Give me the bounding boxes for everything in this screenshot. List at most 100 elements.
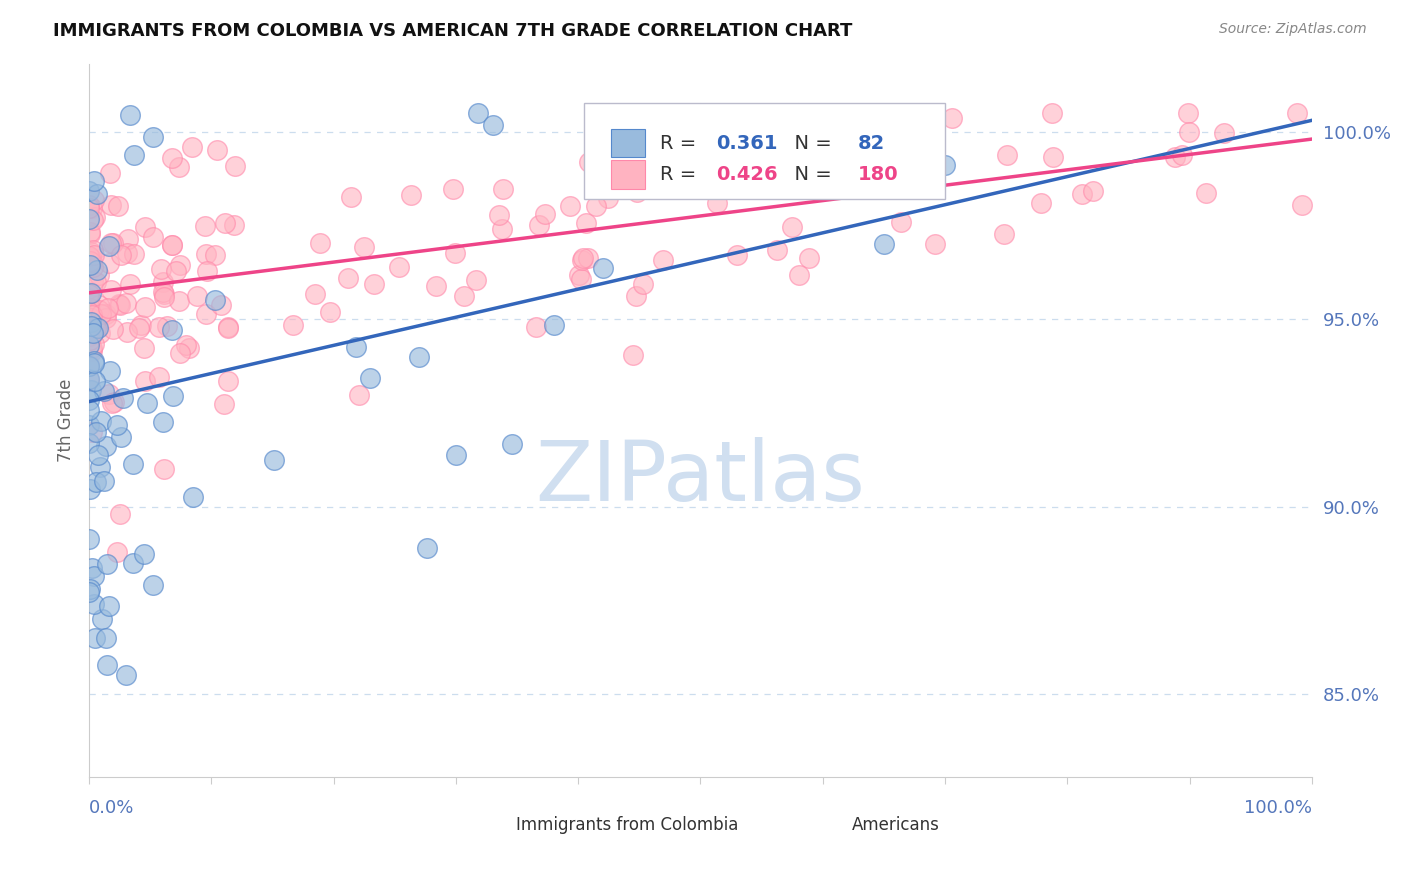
Point <box>319 304 342 318</box>
Point <box>714 147 737 161</box>
Point <box>79 482 101 496</box>
Point <box>194 247 217 261</box>
Point <box>122 247 145 261</box>
Text: 82: 82 <box>858 134 886 153</box>
Point <box>700 162 723 177</box>
Point <box>89 326 111 341</box>
Point <box>82 274 104 288</box>
Point <box>77 305 100 319</box>
Point <box>94 439 117 453</box>
Text: Source: ZipAtlas.com: Source: ZipAtlas.com <box>1219 22 1367 37</box>
Point <box>98 256 121 270</box>
Point <box>160 151 183 165</box>
Point <box>142 578 165 592</box>
Point <box>1042 150 1064 164</box>
Point <box>84 631 107 645</box>
Point <box>787 105 810 120</box>
Point <box>77 532 100 546</box>
Point <box>82 326 104 340</box>
Point <box>89 459 111 474</box>
Point <box>626 185 648 199</box>
Point <box>621 348 644 362</box>
Point <box>1177 125 1199 139</box>
Point <box>97 387 120 401</box>
Point <box>780 220 803 235</box>
Point <box>575 216 598 230</box>
Point <box>77 373 100 387</box>
Text: 100.0%: 100.0% <box>1244 799 1312 817</box>
Point <box>706 195 728 210</box>
Point <box>873 237 896 252</box>
Point <box>578 252 600 266</box>
Point <box>79 383 101 397</box>
Point <box>465 273 488 287</box>
Point <box>105 544 128 558</box>
Point <box>152 275 174 289</box>
Point <box>204 247 226 261</box>
Point <box>534 207 557 221</box>
Point <box>209 297 232 311</box>
Point <box>344 340 367 354</box>
Point <box>524 319 547 334</box>
Point <box>96 307 118 321</box>
Point <box>93 384 115 398</box>
Point <box>592 260 614 275</box>
Point <box>578 155 600 169</box>
Point <box>148 319 170 334</box>
Text: ZIPatlas: ZIPatlas <box>536 437 866 518</box>
Point <box>467 105 489 120</box>
Point <box>82 213 104 227</box>
Point <box>115 245 138 260</box>
Bar <box>612 160 645 188</box>
Point <box>79 359 101 373</box>
Point <box>87 268 110 282</box>
Point <box>186 289 208 303</box>
Point <box>110 430 132 444</box>
Point <box>195 307 218 321</box>
Point <box>100 283 122 297</box>
Point <box>100 166 122 180</box>
Point <box>118 108 141 122</box>
Point <box>117 232 139 246</box>
Point <box>77 392 100 407</box>
Point <box>281 318 304 332</box>
Point <box>77 198 100 212</box>
Point <box>491 222 513 236</box>
Point <box>217 321 239 335</box>
Point <box>93 474 115 488</box>
Text: 0.0%: 0.0% <box>89 799 135 817</box>
Point <box>80 245 103 260</box>
Point <box>425 279 447 293</box>
Bar <box>810 812 839 838</box>
Point <box>82 561 104 575</box>
Point <box>153 462 176 476</box>
Point <box>79 319 101 334</box>
Point <box>129 318 152 333</box>
Point <box>80 318 103 333</box>
Point <box>108 297 131 311</box>
Point <box>82 425 104 439</box>
Point <box>80 308 103 322</box>
Point <box>84 475 107 489</box>
Point <box>481 118 503 132</box>
Point <box>617 162 640 177</box>
Point <box>181 490 204 504</box>
Point <box>84 320 107 334</box>
Point <box>501 437 523 451</box>
Point <box>82 341 104 355</box>
Point <box>408 350 430 364</box>
Point <box>585 199 607 213</box>
Point <box>77 285 100 299</box>
Point <box>160 238 183 252</box>
Point <box>596 191 619 205</box>
Point <box>353 240 375 254</box>
Point <box>77 184 100 198</box>
Point <box>96 558 118 572</box>
Point <box>1291 198 1313 212</box>
Text: IMMIGRANTS FROM COLOMBIA VS AMERICAN 7TH GRADE CORRELATION CHART: IMMIGRANTS FROM COLOMBIA VS AMERICAN 7TH… <box>53 22 853 40</box>
Point <box>340 190 363 204</box>
Text: 0.361: 0.361 <box>717 134 778 153</box>
Point <box>121 457 143 471</box>
Point <box>441 182 464 196</box>
Point <box>787 268 810 283</box>
